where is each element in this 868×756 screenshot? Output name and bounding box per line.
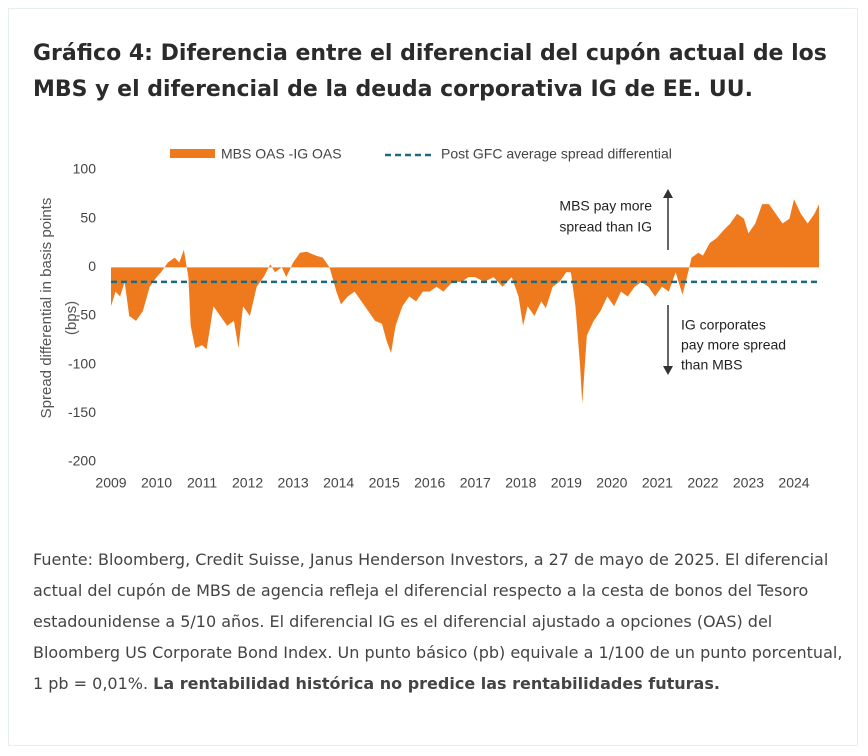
x-tick-label: 2012 <box>232 475 263 491</box>
y-axis-label: Spread differential in basis points <box>38 198 55 419</box>
annotation: than MBS <box>681 357 742 373</box>
y-tick-label: -200 <box>68 453 96 469</box>
x-tick-label: 2015 <box>369 475 400 491</box>
legend-label: Post GFC average spread differential <box>441 146 672 162</box>
arrow-head <box>663 189 673 198</box>
x-tick-label: 2011 <box>187 475 217 491</box>
annotation: MBS pay more <box>559 198 652 214</box>
x-tick-label: 2024 <box>778 475 809 491</box>
x-tick-label: 2023 <box>733 475 764 491</box>
y-tick-label: 50 <box>80 209 96 225</box>
x-tick-label: 2021 <box>642 475 673 491</box>
chart: -200 -150 -100 -50 0 50 100 2009 2010 2011 2012 201… <box>38 146 820 491</box>
x-tick-label: 2009 <box>95 475 126 491</box>
x-tick-label: 2013 <box>278 475 309 491</box>
x-tick-label: 2022 <box>687 475 718 491</box>
y-tick-label: -50 <box>76 307 96 323</box>
legend-label: MBS OAS -IG OAS <box>221 146 342 162</box>
x-tick-label: 2019 <box>551 475 582 491</box>
footnote: Fuente: Bloomberg, Credit Suisse, Janus … <box>33 544 843 699</box>
y-tick-label: -150 <box>68 404 96 420</box>
annotation: IG corporates <box>681 317 766 333</box>
x-tick-label: 2016 <box>414 475 445 491</box>
arrow-head <box>663 366 673 375</box>
y-tick-label: 100 <box>73 161 97 177</box>
x-tick-label: 2014 <box>323 475 354 491</box>
annotation: spread than IG <box>559 219 652 235</box>
y-tick-label: 0 <box>88 258 96 274</box>
footnote-bold: La rentabilidad histórica no predice las… <box>153 674 720 693</box>
x-tick-label: 2017 <box>460 475 491 491</box>
footnote-text: Fuente: Bloomberg, Credit Suisse, Janus … <box>33 550 843 693</box>
y-axis-label: (bps) <box>63 301 80 335</box>
card <box>8 8 858 746</box>
area <box>111 199 820 404</box>
x-tick-label: 2010 <box>141 475 172 491</box>
legend-swatch <box>170 149 215 158</box>
annotation: pay more spread <box>681 337 786 353</box>
x-tick-label: 2020 <box>596 475 627 491</box>
y-tick-label: -100 <box>68 355 96 371</box>
chart-title: Gráfico 4: Diferencia entre el diferenci… <box>33 41 827 102</box>
x-tick-label: 2018 <box>505 475 536 491</box>
